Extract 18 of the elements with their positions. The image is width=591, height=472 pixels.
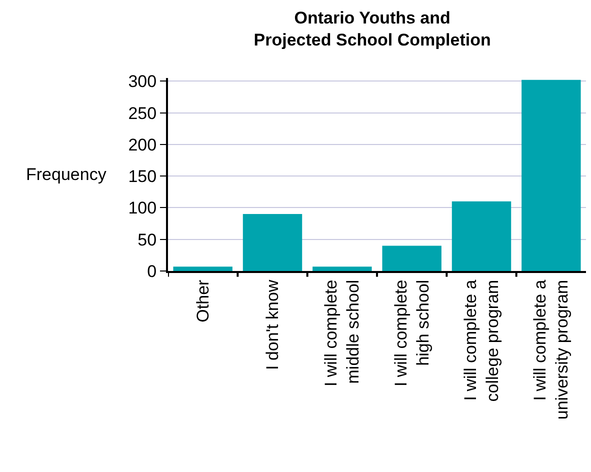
x-tick-label: I don't know [263, 279, 282, 370]
x-tick-label: Other [193, 279, 212, 322]
y-axis-title: Frequency [26, 165, 107, 184]
y-tick-label: 100 [128, 198, 157, 218]
bar [452, 201, 512, 271]
y-tick-label: 200 [128, 135, 157, 154]
y-tick-label: 250 [128, 104, 157, 123]
bar [522, 80, 581, 271]
y-tick-label: 50 [138, 230, 157, 250]
chart-title: Ontario Youths and Projected School Completion [254, 8, 491, 50]
bar [242, 214, 302, 271]
bar [312, 266, 372, 271]
y-tick-label: 300 [128, 72, 157, 92]
x-tick-label: I will complete middle school [322, 280, 363, 387]
bar [173, 266, 232, 271]
bar [382, 246, 442, 271]
y-tick-label: 150 [128, 167, 157, 186]
y-tick-label: 0 [147, 262, 157, 281]
